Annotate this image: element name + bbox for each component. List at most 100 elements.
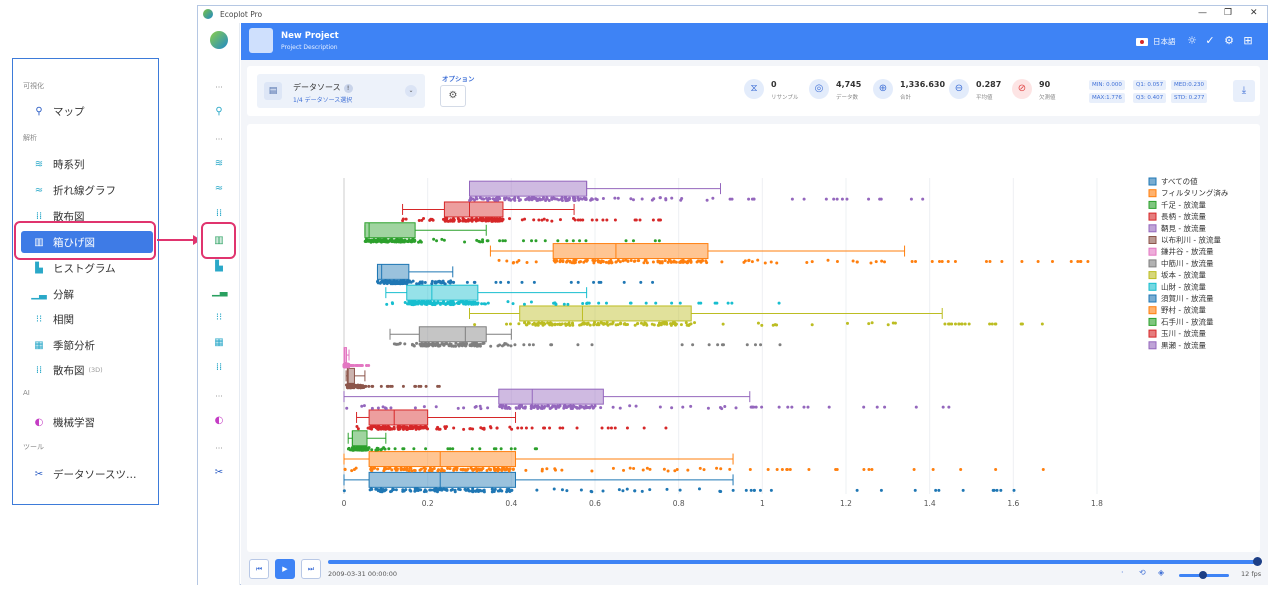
minimize-button[interactable]: — — [1198, 8, 1207, 18]
language-selector[interactable]: 日本語 — [1136, 36, 1176, 47]
rail-ml-icon[interactable]: ◐ — [214, 415, 224, 426]
menu-item-label: 散布図 — [53, 364, 85, 377]
menu-item-line[interactable]: ≈ 折れ線グラフ — [21, 179, 153, 201]
menu-item-seasonal[interactable]: ▦ 季節分析 — [21, 334, 153, 356]
data-point — [880, 259, 884, 263]
rail-scatter3d-icon[interactable]: ⁞⁞ — [215, 362, 223, 373]
speed-icon[interactable]: ◈ — [1158, 568, 1165, 577]
skip-forward-button[interactable]: ⏭ — [301, 559, 321, 579]
outlier-point — [721, 343, 725, 347]
menu-item-timeseries[interactable]: ≋ 時系列 — [21, 153, 153, 175]
outlier-point — [827, 405, 831, 409]
data-point — [426, 300, 430, 304]
data-point — [662, 467, 666, 471]
data-point — [505, 322, 509, 326]
timeline-track[interactable] — [328, 560, 1258, 564]
outlier-point — [835, 197, 839, 201]
rail-map-icon[interactable]: ⚲ — [215, 106, 223, 117]
data-points — [342, 487, 1016, 494]
data-point — [601, 260, 605, 264]
settings-gear-icon[interactable]: ⚙ — [1224, 34, 1234, 47]
data-points — [343, 466, 1045, 473]
play-button[interactable]: ▶ — [275, 559, 295, 579]
rail-scatter-icon[interactable]: ⁞⁞ — [215, 208, 223, 219]
info-icon[interactable]: ! — [343, 84, 353, 93]
data-point — [640, 489, 644, 493]
outlier-point — [550, 343, 554, 347]
stat-label: リサンプル — [771, 95, 799, 101]
menu-item-boxplot[interactable]: ▥ 箱ひげ図 — [21, 231, 153, 253]
menu-item-scatter[interactable]: ⁞⁞ 散布図 — [21, 205, 153, 227]
data-point — [480, 302, 484, 306]
menu-item-tools[interactable]: ✂ データソースツ… — [21, 463, 153, 485]
outlier-point — [417, 384, 421, 388]
timeline-thumb[interactable] — [1253, 557, 1262, 566]
data-point — [473, 405, 477, 409]
grid-layout-icon[interactable]: ⊞ — [1243, 34, 1253, 47]
data-point — [734, 406, 738, 410]
data-point — [719, 467, 723, 471]
project-icon — [249, 28, 273, 53]
data-point — [430, 217, 434, 221]
datasource-selector[interactable]: ▤ データソース! 1/4 データソース選択 ⌄ — [257, 74, 425, 108]
rail-histogram-icon[interactable]: ▙ — [215, 261, 223, 272]
theme-sun-icon[interactable]: ☼ — [1187, 34, 1197, 47]
outlier-point — [875, 405, 879, 409]
rail-boxplot-icon[interactable]: ▥ — [214, 235, 224, 246]
data-point — [535, 488, 539, 492]
outlier-point — [988, 260, 992, 264]
maximize-button[interactable]: ❐ — [1224, 8, 1233, 18]
close-button[interactable]: ✕ — [1250, 8, 1258, 18]
data-point — [567, 196, 571, 200]
data-point — [531, 322, 535, 326]
data-point — [695, 260, 699, 264]
rail-seasonal-icon[interactable]: ▦ — [214, 337, 224, 348]
data-point — [463, 487, 467, 491]
data-point — [771, 323, 775, 327]
outlier-point — [953, 322, 957, 326]
rail-tools-icon[interactable]: ✂ — [214, 467, 224, 478]
data-point — [640, 197, 644, 201]
outlier-point — [625, 426, 629, 430]
rail-line-icon[interactable]: ≈ — [214, 183, 224, 194]
menu-item-histogram[interactable]: ▙ ヒストグラム — [21, 257, 153, 279]
options-gear-button[interactable]: ⚙ — [440, 85, 466, 107]
rail-correlation-icon[interactable]: ⁝⁝ — [215, 312, 223, 323]
data-point — [360, 404, 364, 408]
data-point — [670, 406, 674, 410]
chevron-down-icon[interactable]: ⌄ — [405, 85, 417, 97]
data-point — [376, 467, 380, 471]
outlier-point — [402, 447, 406, 451]
data-point — [456, 302, 460, 306]
speed-slider-thumb[interactable] — [1199, 571, 1207, 579]
data-point — [402, 426, 406, 430]
outlier-point — [651, 280, 655, 284]
datasource-title-row: データソース! — [293, 82, 353, 93]
loop-icon[interactable]: ⟲ — [1139, 568, 1146, 577]
outlier-point — [713, 301, 717, 305]
data-point — [401, 279, 405, 283]
menu-item-decompose[interactable]: ▁▃ 分解 — [21, 283, 153, 305]
data-point — [351, 448, 355, 452]
menu-item-ml[interactable]: ◐ 機械学習 — [21, 411, 153, 433]
menu-item-map-pin[interactable]: ⚲ マップ — [21, 100, 153, 122]
data-point — [390, 238, 394, 242]
download-button[interactable]: ⤓ — [1233, 80, 1255, 102]
menu-item-correlation[interactable]: ⁝⁝ 相関 — [21, 308, 153, 330]
data-point — [618, 260, 622, 264]
legend-entry: 坂本 - 放流量 — [1161, 270, 1206, 280]
rail-decompose-icon[interactable]: ▁▃ — [212, 286, 228, 297]
data-point — [486, 198, 490, 202]
skip-back-button[interactable]: ⏮ — [249, 559, 269, 579]
data-point — [470, 343, 474, 347]
outlier-point — [352, 364, 356, 368]
rail-timeseries-icon[interactable]: ≋ — [214, 158, 224, 169]
data-point — [438, 302, 442, 306]
check-icon[interactable]: ✓ — [1205, 34, 1215, 47]
outlier-point — [651, 218, 655, 222]
data-point — [346, 447, 350, 451]
menu-item-scatter3d[interactable]: ⁞⁞ 散布図 (3D) — [21, 359, 153, 381]
data-point — [476, 489, 480, 493]
outlier-point — [597, 301, 601, 305]
data-point — [720, 260, 724, 264]
